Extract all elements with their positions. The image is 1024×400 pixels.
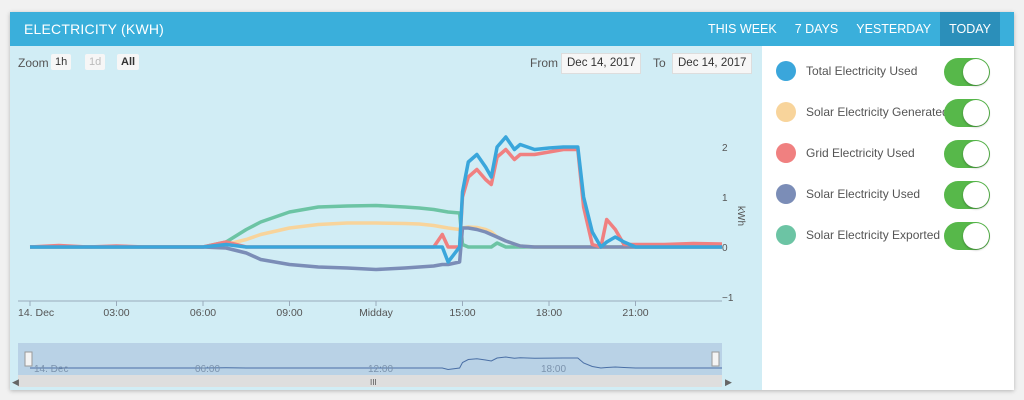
series-line-solar-electricity-exported	[30, 203, 722, 249]
legend-label: Total Electricity Used	[806, 64, 918, 78]
legend-item-solar-electricity-exported: Solar Electricity Exported	[772, 222, 1012, 252]
scrollbar-grip[interactable]: III	[370, 378, 377, 387]
zoom-1h-button[interactable]: 1h	[51, 54, 72, 70]
total-electricity-toggle[interactable]	[944, 58, 990, 86]
legend-item-total-electricity-used: Total Electricity Used	[772, 58, 1012, 88]
period-tabs: THIS WEEK 7 DAYS YESTERDAY TODAY	[699, 12, 1000, 46]
y-tick-label: 1	[722, 193, 728, 204]
x-tick-label: 15:00	[449, 307, 475, 319]
tab-today[interactable]: TODAY	[940, 12, 1000, 46]
x-tick-label: 03:00	[103, 307, 129, 319]
from-date-input[interactable]: Dec 14, 2017	[561, 53, 642, 74]
legend-label: Solar Electricity Generated	[806, 105, 949, 119]
grid-used-dot	[776, 143, 796, 163]
scroll-right-arrow[interactable]: ▶	[725, 377, 732, 387]
solar-generated-dot	[776, 102, 796, 122]
legend-label: Solar Electricity Used	[806, 187, 921, 201]
legend-item-solar-electricity-generated: Solar Electricity Generated	[772, 99, 1012, 129]
y-tick-label: 2	[722, 143, 728, 154]
toggle-knob	[963, 59, 989, 85]
solar-exported-toggle[interactable]	[944, 222, 990, 250]
zoom-all-button[interactable]: All	[117, 54, 140, 70]
zoom-label: Zoom	[18, 56, 49, 70]
toggle-knob	[963, 100, 989, 126]
navigator-tick-label: 18:00	[541, 364, 566, 375]
card-header: ELECTRICITY (KWH) THIS WEEK 7 DAYS YESTE…	[10, 12, 1014, 46]
solar-used-toggle[interactable]	[944, 181, 990, 209]
navigator-right-handle[interactable]	[711, 351, 720, 367]
toggle-knob	[963, 182, 989, 208]
grid-used-toggle[interactable]	[944, 140, 990, 168]
navigator-window[interactable]	[18, 343, 722, 375]
toggle-knob	[963, 141, 989, 167]
navigator-scrollbar[interactable]	[18, 375, 722, 387]
chart-area: Zoom 1h 1d All From Dec 14, 2017 To Dec …	[10, 46, 762, 390]
tab-7-days[interactable]: 7 DAYS	[794, 22, 839, 36]
toggle-knob	[963, 223, 989, 249]
navigator-tick-label: 14. Dec	[34, 364, 68, 375]
x-tick-label: 09:00	[276, 307, 302, 319]
tab-yesterday[interactable]: YESTERDAY	[856, 22, 932, 36]
tab-this-week[interactable]: THIS WEEK	[707, 22, 777, 36]
from-label: From	[530, 56, 558, 70]
series-line-total-electricity-used	[30, 135, 722, 264]
solar-generated-toggle[interactable]	[944, 99, 990, 127]
solar-exported-dot	[776, 225, 796, 245]
legend-label: Grid Electricity Used	[806, 146, 915, 160]
to-date-input[interactable]: Dec 14, 2017	[672, 53, 753, 74]
electricity-line-chart: −1 0 1 2 kWh 14. Dec 03:00 06:00 09:00 Midday 15…	[12, 135, 746, 387]
x-tick-label: Midday	[359, 307, 394, 319]
navigator-tick-label: 12:00	[368, 364, 393, 375]
legend-item-grid-electricity-used: Grid Electricity Used	[772, 140, 1012, 170]
zoom-1d-button[interactable]: 1d	[85, 54, 106, 70]
y-axis-label: kWh	[735, 206, 746, 226]
legend-item-solar-electricity-used: Solar Electricity Used	[772, 181, 1012, 211]
total-electricity-dot	[776, 61, 796, 81]
x-tick-label: 18:00	[536, 307, 562, 319]
navigator-left-handle[interactable]	[24, 351, 33, 367]
series-line-grid-electricity-used	[29, 147, 723, 249]
y-tick-label: 0	[722, 243, 728, 254]
navigator-series-line	[30, 356, 722, 371]
scroll-left-arrow[interactable]: ◀	[12, 377, 19, 387]
x-tick-label: 14. Dec	[18, 307, 54, 319]
electricity-card: ELECTRICITY (KWH) THIS WEEK 7 DAYS YESTE…	[10, 12, 1014, 390]
to-label: To	[653, 56, 666, 70]
card-title: ELECTRICITY (KWH)	[24, 21, 165, 37]
legend-label: Solar Electricity Exported	[806, 228, 941, 242]
solar-used-dot	[776, 184, 796, 204]
y-tick-label: −1	[722, 293, 734, 304]
x-tick-label: 21:00	[622, 307, 648, 319]
x-tick-label: 06:00	[190, 307, 216, 319]
navigator-tick-label: 06:00	[195, 364, 220, 375]
